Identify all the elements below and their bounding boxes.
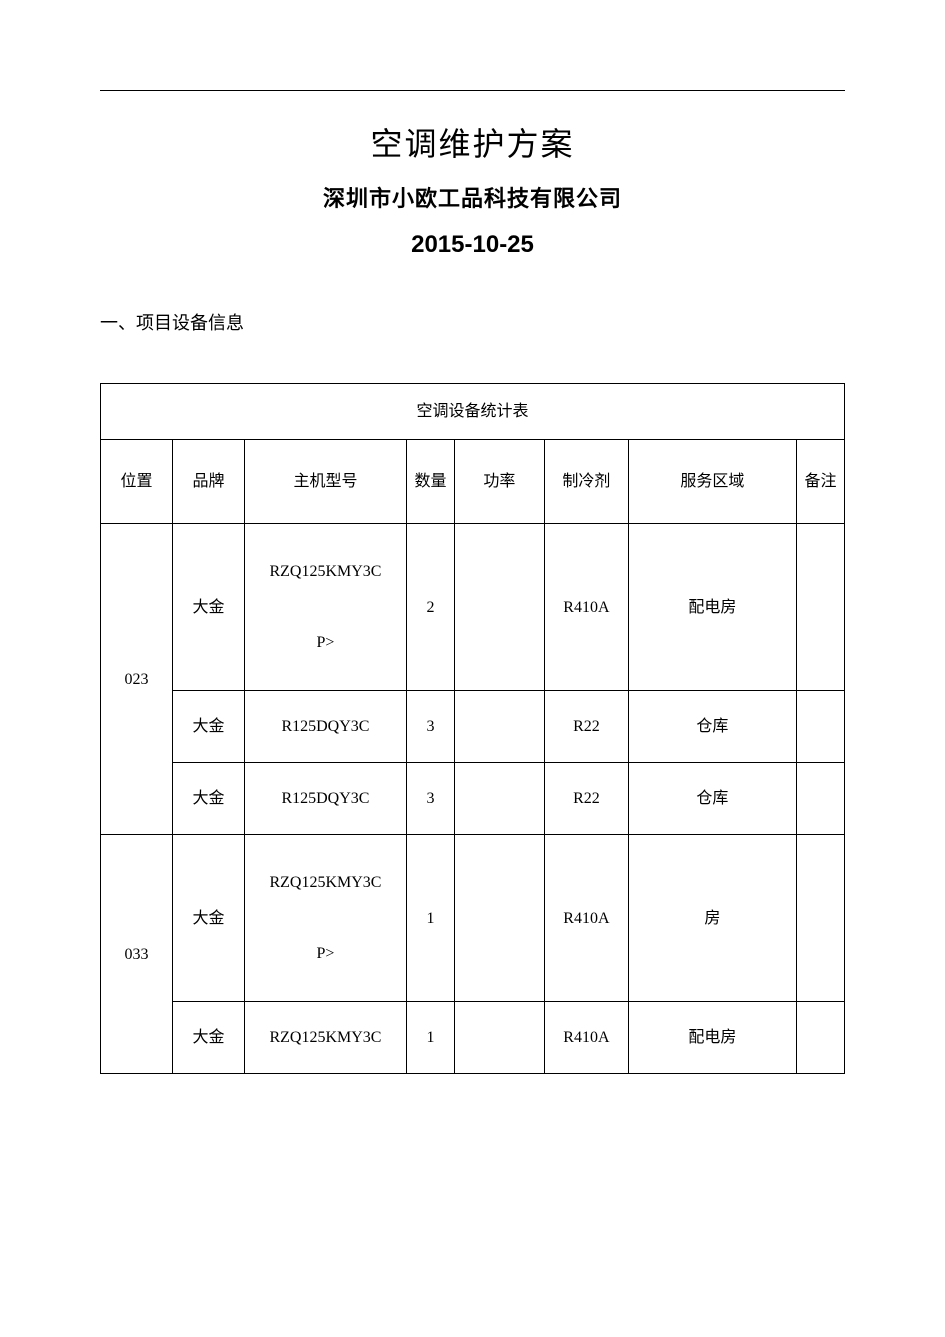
cell-model: RZQ125KMY3CP> — [244, 524, 406, 691]
title-date: 2015-10-25 — [100, 231, 845, 259]
col-header-power: 功率 — [454, 440, 544, 524]
table-title-cell: 空调设备统计表 — [101, 384, 845, 440]
cell-remark — [796, 690, 844, 762]
cell-area: 配电房 — [628, 1001, 796, 1073]
cell-model: RZQ125KMY3C — [244, 1001, 406, 1073]
cell-refrig: R410A — [544, 1001, 628, 1073]
cell-refrig: R22 — [544, 763, 628, 835]
top-divider — [100, 90, 845, 91]
cell-power — [454, 690, 544, 762]
cell-remark — [796, 763, 844, 835]
cell-qty: 1 — [406, 835, 454, 1002]
cell-brand: 大金 — [172, 763, 244, 835]
col-header-area: 服务区域 — [628, 440, 796, 524]
cell-brand: 大金 — [172, 524, 244, 691]
table-row: 大金R125DQY3C3 R22仓库 — [101, 690, 845, 762]
cell-area: 配电房 — [628, 524, 796, 691]
col-header-loc: 位置 — [101, 440, 173, 524]
cell-refrig: R410A — [544, 524, 628, 691]
cell-qty: 2 — [406, 524, 454, 691]
col-header-model: 主机型号 — [244, 440, 406, 524]
table-row: 大金R125DQY3C3 R22仓库 — [101, 763, 845, 835]
cell-model: RZQ125KMY3CP> — [244, 835, 406, 1002]
table-title-row: 空调设备统计表 — [101, 384, 845, 440]
cell-model: R125DQY3C — [244, 690, 406, 762]
cell-power — [454, 1001, 544, 1073]
table-header-row: 位置品牌主机型号数量功率制冷剂服务区域备注 — [101, 440, 845, 524]
cell-remark — [796, 524, 844, 691]
cell-power — [454, 524, 544, 691]
cell-brand: 大金 — [172, 835, 244, 1002]
cell-area: 仓库 — [628, 690, 796, 762]
cell-area: 仓库 — [628, 763, 796, 835]
col-header-brand: 品牌 — [172, 440, 244, 524]
cell-qty: 3 — [406, 763, 454, 835]
cell-loc: 023 — [101, 524, 173, 835]
cell-power — [454, 835, 544, 1002]
table-row: 大金RZQ125KMY3C1 R410A配电房 — [101, 1001, 845, 1073]
cell-remark — [796, 835, 844, 1002]
table-row: 033大金RZQ125KMY3CP>1R410A房 — [101, 835, 845, 1002]
cell-area: 房 — [628, 835, 796, 1002]
cell-loc: 033 — [101, 835, 173, 1074]
equipment-table: 空调设备统计表位置品牌主机型号数量功率制冷剂服务区域备注023大金RZQ125K… — [100, 383, 845, 1074]
col-header-qty: 数量 — [406, 440, 454, 524]
section-heading: 一、项目设备信息 — [100, 309, 845, 335]
cell-brand: 大金 — [172, 1001, 244, 1073]
table-body: 空调设备统计表位置品牌主机型号数量功率制冷剂服务区域备注023大金RZQ125K… — [101, 384, 845, 1074]
cell-refrig: R410A — [544, 835, 628, 1002]
cell-power — [454, 763, 544, 835]
col-header-refrig: 制冷剂 — [544, 440, 628, 524]
cell-brand: 大金 — [172, 690, 244, 762]
table-row: 023大金RZQ125KMY3CP>2R410A配电房 — [101, 524, 845, 691]
title-sub: 深圳市小欧工品科技有限公司 — [100, 181, 845, 213]
document-page: 空调维护方案 深圳市小欧工品科技有限公司 2015-10-25 一、项目设备信息… — [0, 0, 945, 1134]
cell-model: R125DQY3C — [244, 763, 406, 835]
title-main: 空调维护方案 — [100, 119, 845, 165]
cell-remark — [796, 1001, 844, 1073]
cell-refrig: R22 — [544, 690, 628, 762]
col-header-remark: 备注 — [796, 440, 844, 524]
cell-qty: 3 — [406, 690, 454, 762]
cell-qty: 1 — [406, 1001, 454, 1073]
